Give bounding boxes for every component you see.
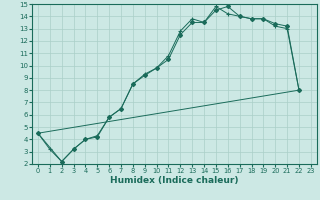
X-axis label: Humidex (Indice chaleur): Humidex (Indice chaleur) bbox=[110, 176, 239, 185]
